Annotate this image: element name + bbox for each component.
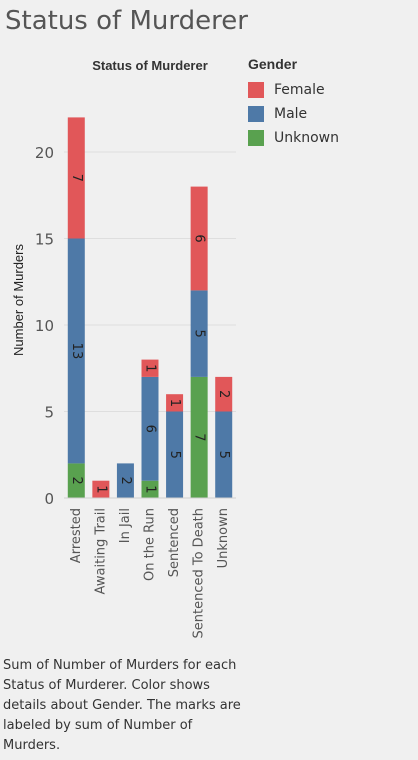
female-swatch <box>248 82 264 98</box>
data-label: 2 <box>69 477 84 485</box>
data-label: 1 <box>93 485 108 493</box>
y-tick-label: 15 <box>35 231 54 249</box>
bar-segment <box>166 394 184 412</box>
bar-segment <box>190 290 208 377</box>
y-tick-label: 20 <box>35 144 54 162</box>
y-tick-label: 5 <box>44 404 54 422</box>
x-category-label: Sentenced To Death <box>192 508 207 638</box>
page-title: Status of Murderer <box>5 6 248 36</box>
legend-item-male[interactable]: Male <box>248 102 339 126</box>
legend-label-female: Female <box>274 82 325 98</box>
chart-caption: Sum of Number of Murders for each Status… <box>3 658 241 753</box>
data-label: 2 <box>118 477 133 485</box>
data-label: 1 <box>143 364 158 372</box>
chart-title: Status of Murderer <box>92 58 208 73</box>
bar-segment <box>141 359 159 377</box>
data-label: 1 <box>143 485 158 493</box>
x-category-label: Arrested <box>69 508 84 563</box>
bar-segment <box>190 186 208 291</box>
y-tick-label: 0 <box>44 490 54 508</box>
x-category-label: In Jail <box>118 508 133 543</box>
bar-segment <box>92 480 110 498</box>
unknown-swatch <box>248 130 264 146</box>
data-label: 5 <box>167 451 182 459</box>
legend-item-female[interactable]: Female <box>248 78 339 102</box>
legend-label-unknown: Unknown <box>274 130 339 146</box>
bar-segment <box>67 463 85 498</box>
data-label: 5 <box>216 451 231 459</box>
data-label: 5 <box>192 330 207 338</box>
y-tick-label: 10 <box>35 317 54 335</box>
bar-segment <box>166 411 184 498</box>
legend-item-unknown[interactable]: Unknown <box>248 126 339 150</box>
x-category-label: On the Run <box>143 508 158 581</box>
x-category-label: Sentenced <box>167 508 182 577</box>
bar-segment <box>67 238 85 464</box>
data-label: 6 <box>192 234 207 242</box>
data-label: 6 <box>143 425 158 433</box>
male-swatch <box>248 106 264 122</box>
data-label: 7 <box>69 174 84 182</box>
data-label: 1 <box>167 399 182 407</box>
bar-segment <box>190 376 208 498</box>
legend-title: Gender <box>248 56 298 72</box>
bar-segment <box>215 376 233 412</box>
legend-label-male: Male <box>274 106 308 122</box>
data-label: 13 <box>69 343 84 360</box>
data-label: 7 <box>192 433 207 441</box>
bar-segment <box>141 480 159 498</box>
data-label: 2 <box>216 390 231 398</box>
bar-segment <box>116 463 134 498</box>
y-axis-title: Number of Murders <box>11 244 26 356</box>
bar-segment <box>67 117 85 239</box>
x-category-label: Unknown <box>216 508 231 568</box>
legend[interactable]: Gender Female Male Unknown <box>248 56 339 150</box>
x-category-label: Awaiting Trail <box>93 508 108 594</box>
bar-segment <box>141 376 159 481</box>
bar-segment <box>215 411 233 498</box>
